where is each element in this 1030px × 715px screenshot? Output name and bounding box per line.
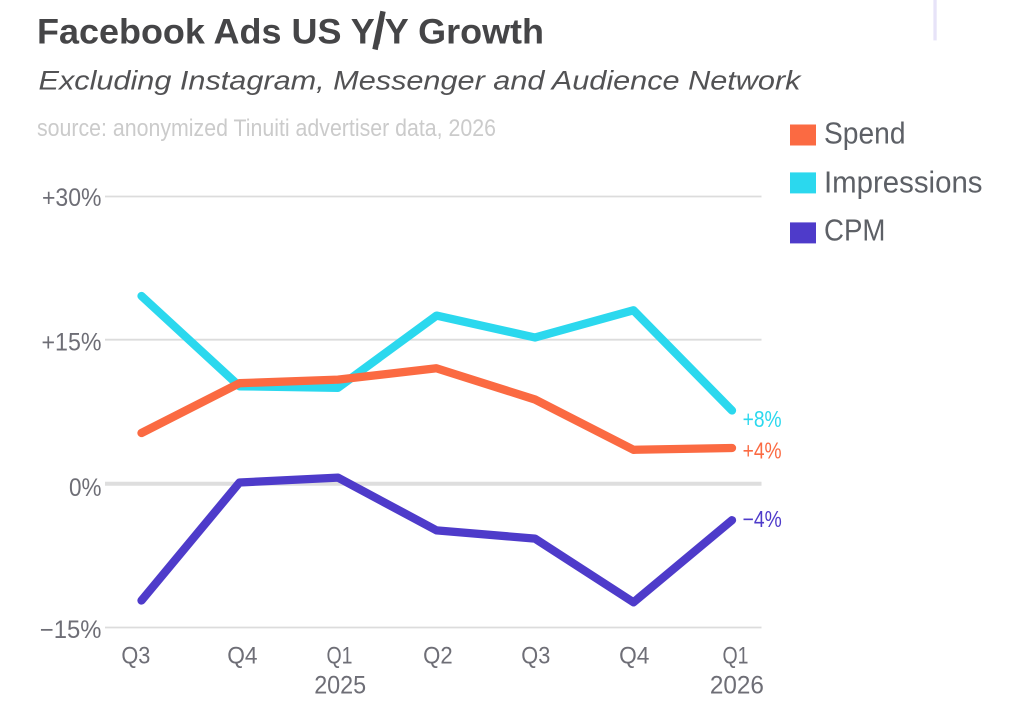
- svg-text:Q1: Q1: [723, 643, 749, 670]
- svg-text:Q4: Q4: [227, 643, 257, 670]
- svg-text:Facebook Ads US Y/Y Growth: Facebook Ads US Y/Y Growth: [37, 13, 544, 52]
- svg-text:Excluding Instagram, Messenger: Excluding Instagram, Messenger and Audie…: [39, 66, 803, 96]
- svg-text:Q2: Q2: [423, 643, 453, 670]
- svg-text:Q3: Q3: [521, 643, 550, 670]
- svg-text:source: anonymized Tinuiti adv: source: anonymized Tinuiti advertiser da…: [37, 115, 496, 142]
- svg-text:0%: 0%: [69, 475, 102, 502]
- svg-text:Spend: Spend: [824, 117, 906, 151]
- svg-text:Q1: Q1: [327, 643, 353, 670]
- svg-text:Q3: Q3: [121, 643, 150, 670]
- svg-text:+15%: +15%: [42, 330, 102, 357]
- svg-text:CPM: CPM: [824, 214, 886, 248]
- svg-text:2026: 2026: [710, 672, 764, 700]
- svg-text:−15%: −15%: [40, 617, 102, 644]
- svg-text:2025: 2025: [314, 672, 366, 700]
- svg-text:+4%: +4%: [743, 438, 782, 464]
- svg-text:Impressions: Impressions: [824, 166, 983, 200]
- svg-text:−4%: −4%: [743, 506, 782, 532]
- svg-text:+30%: +30%: [42, 185, 102, 212]
- svg-text:Q4: Q4: [619, 643, 649, 670]
- svg-text:+8%: +8%: [743, 406, 782, 432]
